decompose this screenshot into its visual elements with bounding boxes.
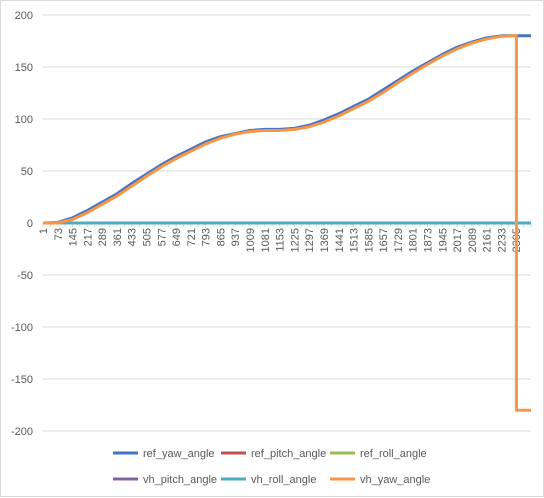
- legend-ref-roll-angle-label: ref_roll_angle: [360, 448, 427, 460]
- y-tick-label: -100: [11, 322, 33, 334]
- x-tick-label: 1585: [363, 228, 375, 252]
- x-tick-label: 73: [53, 228, 65, 240]
- y-tick-label: 0: [27, 218, 33, 230]
- x-tick-label: 145: [68, 228, 80, 246]
- x-tick-label: 1153: [275, 228, 287, 252]
- x-tick-label: 2233: [496, 228, 508, 252]
- legend-vh-pitch-angle-label: vh_pitch_angle: [143, 474, 217, 486]
- x-tick-label: 1225: [289, 228, 301, 252]
- legend-vh-roll-angle-label: vh_roll_angle: [251, 474, 316, 486]
- legend: ref_yaw_angle ref_pitch_angle ref_roll_ang…: [113, 448, 430, 486]
- x-tick-label: 1801: [408, 228, 420, 252]
- x-tick-label: 217: [82, 228, 94, 246]
- y-tick-label: 100: [15, 114, 33, 126]
- series-vh-yaw-angle-line: [43, 34, 531, 412]
- x-tick-label: 1: [38, 228, 50, 234]
- x-tick-label: 1081: [260, 228, 272, 252]
- x-tick-label: 865: [215, 228, 227, 246]
- x-tick-label: 361: [112, 228, 124, 246]
- x-tick-label: 2161: [482, 228, 494, 252]
- x-tick-label: 1729: [393, 228, 405, 252]
- x-tick-label: 1513: [349, 228, 361, 252]
- x-tick-label: 2017: [452, 228, 464, 252]
- y-tick-label: 50: [21, 166, 33, 178]
- x-tick-label: 433: [127, 228, 139, 246]
- y-tick-label: -50: [17, 270, 33, 282]
- x-tick-label: 1657: [378, 228, 390, 252]
- x-tick-label: 1369: [319, 228, 331, 252]
- y-axis-tick-labels: 200 150 100 50 0 -50 -100 -150 -200: [11, 10, 33, 438]
- y-tick-label: 200: [15, 10, 33, 22]
- x-tick-label: 793: [201, 228, 213, 246]
- y-tick-label: -200: [11, 426, 33, 438]
- x-axis-tick-labels: 1 73 145 217 289 361 433 505 577 649 721 793 865 937 1…: [38, 228, 523, 252]
- x-tick-label: 505: [142, 228, 154, 246]
- y-tick-label: -150: [11, 374, 33, 386]
- gridlines: [43, 14, 531, 432]
- x-tick-label: 1009: [245, 228, 257, 252]
- y-tick-label: 150: [15, 62, 33, 74]
- x-tick-label: 577: [156, 228, 168, 246]
- x-tick-label: 1297: [304, 228, 316, 252]
- x-tick-label: 649: [171, 228, 183, 246]
- legend-vh-yaw-angle-label: vh_yaw_angle: [360, 474, 430, 486]
- x-tick-label: 1945: [437, 228, 449, 252]
- x-tick-label: 937: [230, 228, 242, 246]
- x-tick-label: 1873: [422, 228, 434, 252]
- x-tick-label: 289: [97, 228, 109, 246]
- x-tick-label: 721: [186, 228, 198, 246]
- x-tick-label: 1441: [334, 228, 346, 252]
- legend-ref-pitch-angle-label: ref_pitch_angle: [251, 448, 326, 460]
- x-tick-label: 2089: [467, 228, 479, 252]
- plot-area-series: [42, 34, 531, 412]
- legend-ref-yaw-angle-label: ref_yaw_angle: [143, 448, 215, 460]
